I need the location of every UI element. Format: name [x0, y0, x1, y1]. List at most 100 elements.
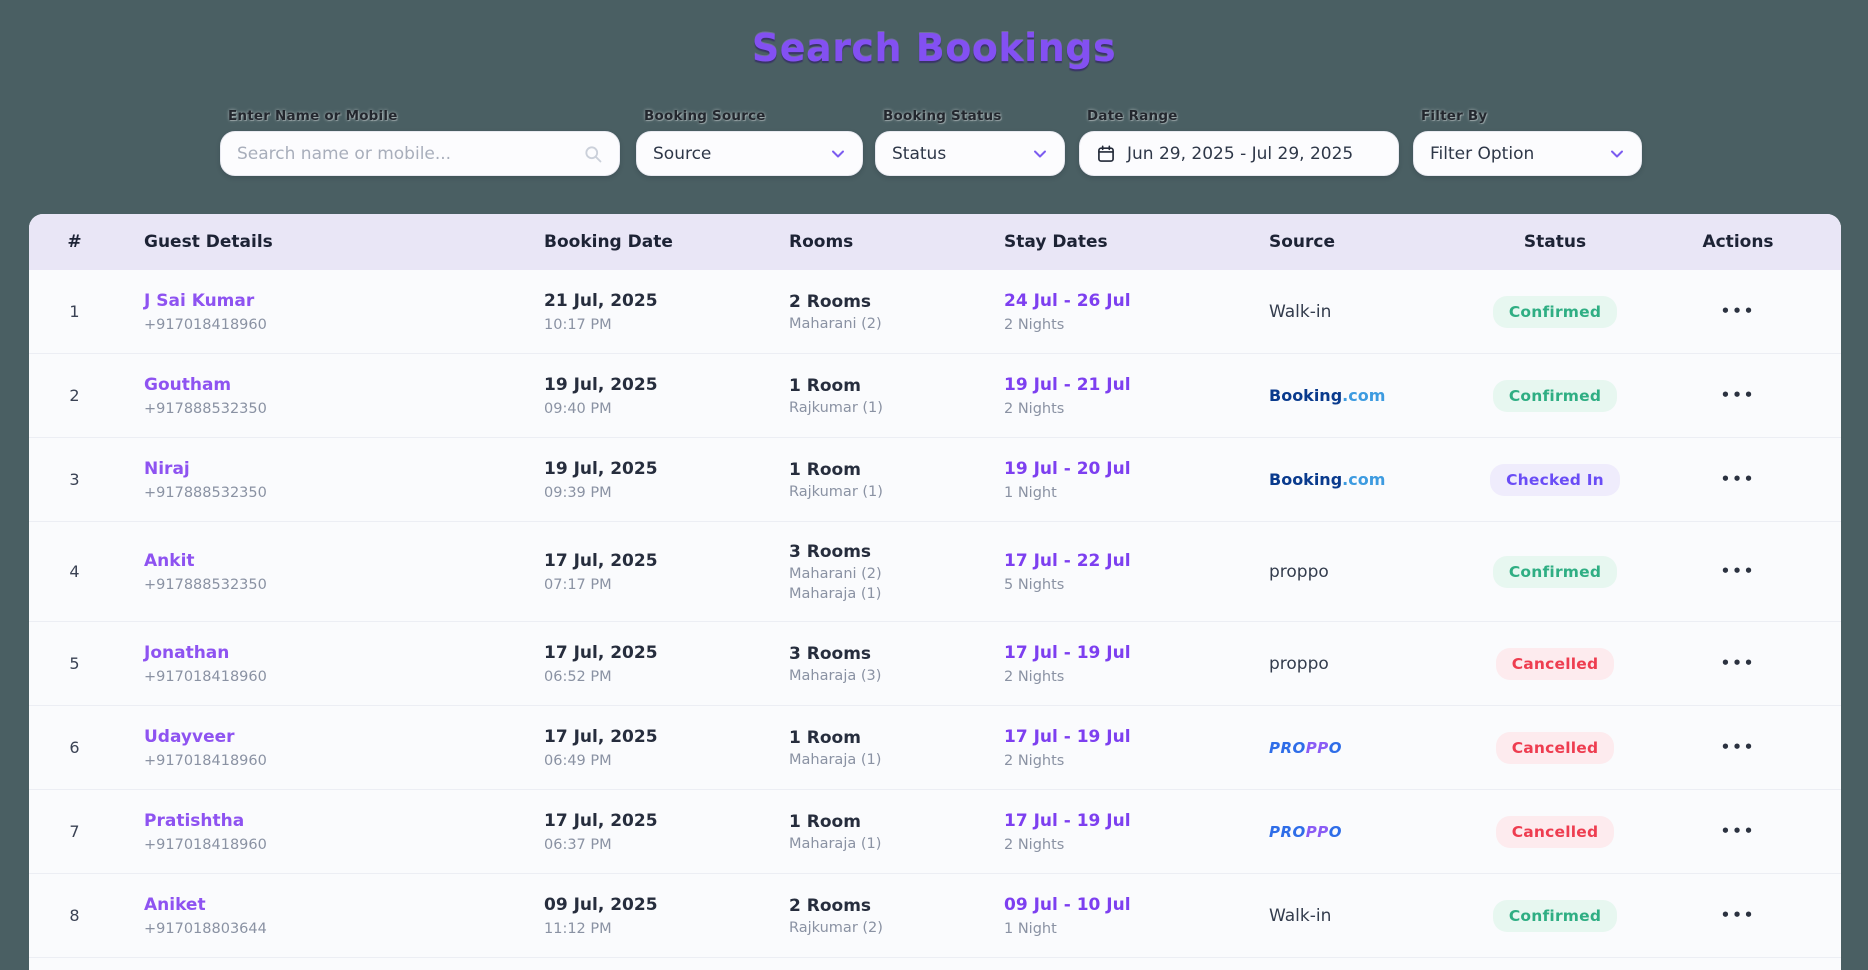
guest-name-link[interactable]: Pratishtha — [144, 810, 245, 831]
guest-details-cell: Jonathan +917018418960 — [120, 643, 520, 685]
booking-time: 06:49 PM — [544, 752, 612, 769]
row-actions-button[interactable]: ••• — [1720, 386, 1756, 404]
status-badge: Cancelled — [1495, 647, 1615, 680]
chevron-down-icon — [832, 150, 844, 157]
stay-dates-cell: 17 Jul - 19 Jul 2 Nights — [980, 643, 1245, 685]
row-index: 7 — [69, 822, 80, 841]
actions-cell: ••• — [1635, 558, 1841, 585]
row-index: 5 — [69, 654, 80, 673]
rooms-count: 1 Room — [789, 727, 861, 748]
rooms-cell: 1 Room Rajkumar (1) — [765, 376, 980, 416]
row-actions-button[interactable]: ••• — [1720, 302, 1756, 320]
source-text: proppo — [1269, 653, 1329, 674]
status-badge: Checked In — [1490, 463, 1620, 496]
actions-cell: ••• — [1635, 902, 1841, 929]
booking-date: 21 Jul, 2025 — [544, 290, 658, 311]
stay-dates-cell: 17 Jul - 19 Jul 2 Nights — [980, 811, 1245, 853]
row-actions-button[interactable]: ••• — [1720, 738, 1756, 756]
source-text: proppo — [1269, 561, 1329, 582]
search-icon — [585, 145, 602, 162]
source-cell: Booking.com — [1245, 386, 1475, 405]
guest-details-cell: Niraj +917888532350 — [120, 459, 520, 501]
table-row: 8 Aniket +917018803644 09 Jul, 2025 11:1… — [29, 874, 1841, 958]
column-header-actions: Actions — [1702, 232, 1774, 252]
booking-com-logo: Booking.com — [1269, 470, 1385, 489]
status-dropdown[interactable]: Status — [875, 131, 1065, 176]
column-header-index: # — [67, 232, 82, 252]
booking-logo-word: Booking — [1269, 386, 1343, 405]
status-cell: Cancelled — [1475, 815, 1635, 848]
status-filter-group: Booking Status Status — [875, 108, 1065, 176]
source-cell: PROPPO — [1245, 738, 1475, 757]
booking-date-cell: 17 Jul, 2025 06:52 PM — [520, 643, 765, 685]
proppo-logo-part: PRO — [1269, 823, 1306, 841]
row-actions-button[interactable]: ••• — [1720, 822, 1756, 840]
booking-time: 06:37 PM — [544, 836, 612, 853]
booking-time: 07:17 PM — [544, 576, 612, 593]
booking-time: 11:12 PM — [544, 920, 612, 937]
room-detail-line: Rajkumar (1) — [789, 483, 883, 500]
stay-dates-cell: 17 Jul - 22 Jul 5 Nights — [980, 551, 1245, 593]
rooms-cell: 1 Room Rajkumar (1) — [765, 460, 980, 500]
stay-date-range: 17 Jul - 19 Jul — [1004, 642, 1131, 663]
booking-logo-com: .com — [1342, 470, 1386, 489]
rooms-cell: 2 Rooms Rajkumar (2) — [765, 896, 980, 936]
source-dropdown[interactable]: Source — [636, 131, 863, 176]
row-index: 4 — [69, 562, 80, 581]
proppo-logo-part: PP — [1305, 739, 1329, 757]
guest-name-link[interactable]: Jonathan — [144, 642, 230, 663]
guest-name-link[interactable]: Aniket — [144, 894, 206, 915]
room-detail-line: Maharani (2) — [789, 315, 882, 332]
date-range-filter-group: Date Range Jun 29, 2025 - Jul 29, 2025 — [1079, 108, 1399, 176]
row-actions-button[interactable]: ••• — [1720, 906, 1756, 924]
booking-status-label: Booking Status — [883, 108, 1002, 124]
stay-date-range: 09 Jul - 10 Jul — [1004, 894, 1131, 915]
proppo-logo-part: O — [1328, 823, 1343, 841]
guest-name-link[interactable]: Goutham — [144, 374, 232, 395]
booking-time: 06:52 PM — [544, 668, 612, 685]
guest-name-link[interactable]: J Sai Kumar — [144, 290, 255, 311]
rooms-count: 1 Room — [789, 375, 861, 396]
filter-by-label: Filter By — [1421, 108, 1488, 124]
stay-date-range: 17 Jul - 19 Jul — [1004, 726, 1131, 747]
proppo-logo-part: O — [1328, 739, 1343, 757]
guest-name-link[interactable]: Udayveer — [144, 726, 235, 747]
nights-count: 1 Night — [1004, 920, 1057, 937]
guest-phone: +917018418960 — [144, 836, 267, 853]
search-input[interactable] — [237, 143, 583, 164]
date-range-picker[interactable]: Jun 29, 2025 - Jul 29, 2025 — [1079, 131, 1399, 176]
status-badge: Confirmed — [1492, 555, 1618, 588]
proppo-logo-part: PRO — [1269, 739, 1306, 757]
room-detail-line: Maharaja (3) — [789, 667, 882, 684]
row-actions-button[interactable]: ••• — [1720, 562, 1756, 580]
row-actions-button[interactable]: ••• — [1720, 654, 1756, 672]
guest-name-link[interactable]: Ankit — [144, 550, 195, 571]
column-header-status: Status — [1523, 232, 1587, 252]
stay-dates-cell: 19 Jul - 20 Jul 1 Night — [980, 459, 1245, 501]
room-detail-line: Maharani (2) — [789, 565, 882, 582]
rooms-cell: 3 Rooms Maharaja (3) — [765, 644, 980, 684]
proppo-logo: PROPPO — [1269, 739, 1342, 757]
rooms-count: 1 Room — [789, 811, 861, 832]
search-label: Enter Name or Mobile — [228, 108, 398, 124]
filter-option-dropdown[interactable]: Filter Option — [1413, 131, 1642, 176]
bookings-table: # Guest Details Booking Date Rooms Stay … — [29, 214, 1841, 970]
booking-date: 17 Jul, 2025 — [544, 810, 658, 831]
booking-date-cell: 21 Jul, 2025 10:17 PM — [520, 291, 765, 333]
column-header-source: Source — [1269, 232, 1336, 252]
status-dropdown-value: Status — [892, 143, 947, 164]
guest-name-link[interactable]: Niraj — [144, 458, 190, 479]
room-detail-line: Maharaja (1) — [789, 751, 882, 768]
status-cell: Confirmed — [1475, 555, 1635, 588]
guest-phone: +917018418960 — [144, 668, 267, 685]
room-details: Maharani (2) — [789, 316, 980, 332]
actions-cell: ••• — [1635, 382, 1841, 409]
table-row: 2 Goutham +917888532350 19 Jul, 2025 09:… — [29, 354, 1841, 438]
search-field[interactable] — [220, 131, 620, 176]
guest-details-cell: Goutham +917888532350 — [120, 375, 520, 417]
room-details: Maharani (2) Maharaja (1) — [789, 566, 980, 602]
booking-time: 10:17 PM — [544, 316, 612, 333]
guest-details-cell: J Sai Kumar +917018418960 — [120, 291, 520, 333]
table-header-row: # Guest Details Booking Date Rooms Stay … — [29, 214, 1841, 270]
row-actions-button[interactable]: ••• — [1720, 470, 1756, 488]
